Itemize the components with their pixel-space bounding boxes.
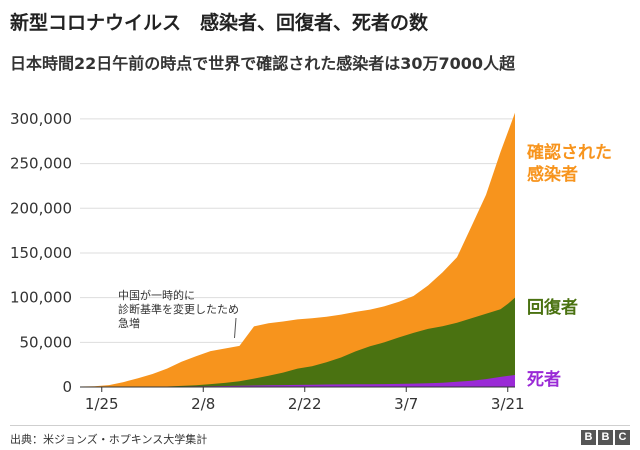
bbc-logo-letter: B [581,430,596,445]
area-series [80,112,515,387]
bbc-logo-letter: C [615,430,630,445]
annotation-line: 急増 [118,316,140,330]
series-label-line: 死者 [527,369,561,390]
area-4a7211 [80,297,515,387]
series-label-line: 確認された [527,142,612,163]
x-tick-label: 2/8 [191,395,215,413]
annotation-line: 診断基準を変更したため [118,302,239,316]
series-label: 確認された感染者 [527,142,612,185]
y-tick-label: 100,000 [10,289,72,307]
y-tick-label: 300,000 [10,110,72,128]
annotation-leader [234,317,237,339]
y-tick-label: 150,000 [10,244,72,262]
series-label-line: 感染者 [527,164,578,185]
axes: 300,000 250,000 200,000 150,000 100,000 50,00… [10,110,525,413]
x-tick-label: 3/21 [491,395,525,413]
page-subtitle: 日本時間22日午前の時点で世界で確認された感染者は30万7000人超 [10,54,516,73]
series-label: 回復者 [527,297,578,318]
y-tick-label: 50,000 [20,333,73,351]
y-tick-label: 0 [62,378,72,396]
annotation-text: 中国が一時的に診断基準を変更したため急増 [118,288,239,330]
footer-divider [10,425,630,426]
x-tick-label: 2/22 [288,395,322,413]
y-tick-label: 200,000 [10,199,72,217]
series-label: 死者 [527,369,561,390]
source-note: 出典：米ジョンズ・ホプキンス大学集計 [10,433,208,446]
annotation: 中国が一時的に診断基準を変更したため急増 [118,288,239,339]
area-f7941d [80,112,515,387]
x-tick-label: 1/25 [85,395,119,413]
annotation-line: 中国が一時的に [118,288,195,302]
bbc-logo: B B C [581,430,630,445]
x-tick-label: 3/7 [394,395,418,413]
y-tick-label: 250,000 [10,155,72,173]
bbc-logo-letter: B [598,430,613,445]
area-9a2ad6 [80,375,515,387]
series-label-line: 回復者 [527,297,578,318]
page-title: 新型コロナウイルス 感染者、回復者、死者の数 [10,12,429,34]
